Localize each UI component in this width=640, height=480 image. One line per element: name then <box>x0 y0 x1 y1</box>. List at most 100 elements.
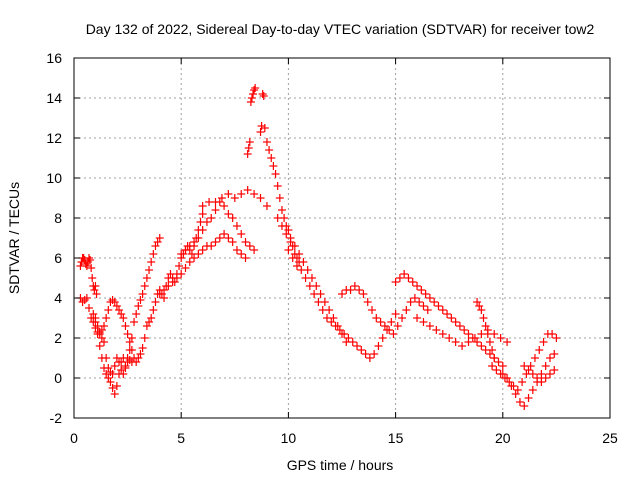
y-tick-label: 10 <box>46 170 62 186</box>
data-point <box>172 274 181 282</box>
data-point <box>85 304 94 312</box>
y-tick-label: -2 <box>50 410 63 426</box>
data-point <box>168 278 177 286</box>
data-point <box>447 314 456 322</box>
data-point <box>244 144 253 152</box>
data-point <box>535 346 544 354</box>
data-point <box>207 242 216 250</box>
data-point <box>539 338 548 346</box>
data-point <box>140 282 149 290</box>
data-point <box>485 350 494 358</box>
data-point <box>479 314 488 322</box>
data-point <box>443 310 452 318</box>
data-point <box>243 186 252 194</box>
data-point <box>160 286 169 294</box>
y-tick-label: 6 <box>54 250 62 266</box>
data-point <box>485 338 494 346</box>
data-point <box>515 398 524 406</box>
data-point <box>175 262 184 270</box>
data-point <box>142 322 151 330</box>
data-point <box>363 298 372 306</box>
data-point <box>151 242 160 250</box>
data-point <box>262 138 271 146</box>
data-point <box>91 314 100 322</box>
data-point <box>102 354 111 362</box>
data-point <box>494 358 503 366</box>
data-point <box>224 234 233 242</box>
data-point <box>119 314 128 322</box>
data-point <box>91 282 100 290</box>
data-point <box>473 298 482 306</box>
data-point <box>132 310 141 318</box>
data-point <box>524 366 533 374</box>
data-point <box>198 226 207 234</box>
data-point <box>245 242 254 250</box>
data-point <box>271 170 280 178</box>
data-point <box>194 250 203 258</box>
data-point <box>477 306 486 314</box>
data-point <box>438 330 447 338</box>
data-point <box>82 262 91 270</box>
data-point <box>419 318 428 326</box>
x-tick-label: 10 <box>281 430 297 446</box>
data-point <box>277 222 286 230</box>
data-point <box>284 246 293 254</box>
data-point <box>125 346 134 354</box>
x-tick-label: 5 <box>177 430 185 446</box>
data-point <box>374 342 383 350</box>
data-point <box>404 274 413 282</box>
data-point <box>151 298 160 306</box>
data-point <box>134 354 143 362</box>
data-point <box>432 326 441 334</box>
data-point <box>215 234 224 242</box>
data-point <box>262 202 271 210</box>
data-point <box>370 350 379 358</box>
data-point <box>232 246 241 254</box>
data-point <box>228 238 237 246</box>
data-point <box>147 314 156 322</box>
data-point <box>93 330 102 338</box>
data-point <box>112 354 121 362</box>
data-point <box>524 394 533 402</box>
data-point <box>220 202 229 210</box>
x-tick-label: 15 <box>388 430 404 446</box>
grid <box>74 58 610 418</box>
data-point <box>389 330 398 338</box>
data-point <box>95 342 104 350</box>
data-point <box>190 238 199 246</box>
data-point <box>110 362 119 370</box>
data-point <box>112 382 121 390</box>
data-point <box>415 298 424 306</box>
data-point <box>327 318 336 326</box>
data-point <box>207 214 216 222</box>
data-point <box>406 298 415 306</box>
x-tick-label: 0 <box>70 430 78 446</box>
data-point <box>273 214 282 222</box>
data-point <box>86 256 95 264</box>
data-point <box>505 378 514 386</box>
data-point <box>198 202 207 210</box>
data-point <box>82 294 91 302</box>
data-point <box>419 302 428 310</box>
data-point <box>335 326 344 334</box>
data-point <box>393 322 402 330</box>
data-point <box>359 290 368 298</box>
data-point <box>398 314 407 322</box>
data-point <box>145 318 154 326</box>
data-point <box>376 318 385 326</box>
data-point <box>391 310 400 318</box>
data-point <box>518 378 527 386</box>
data-point <box>224 190 233 198</box>
data-point <box>89 310 98 318</box>
data-point <box>361 350 370 358</box>
data-point <box>503 374 512 382</box>
data-point <box>490 354 499 362</box>
data-point <box>250 190 259 198</box>
data-point <box>85 254 94 262</box>
data-point <box>102 314 111 322</box>
data-point <box>368 306 377 314</box>
data-point <box>258 90 267 98</box>
data-point <box>464 338 473 346</box>
data-point <box>273 182 282 190</box>
data-point <box>181 264 190 272</box>
